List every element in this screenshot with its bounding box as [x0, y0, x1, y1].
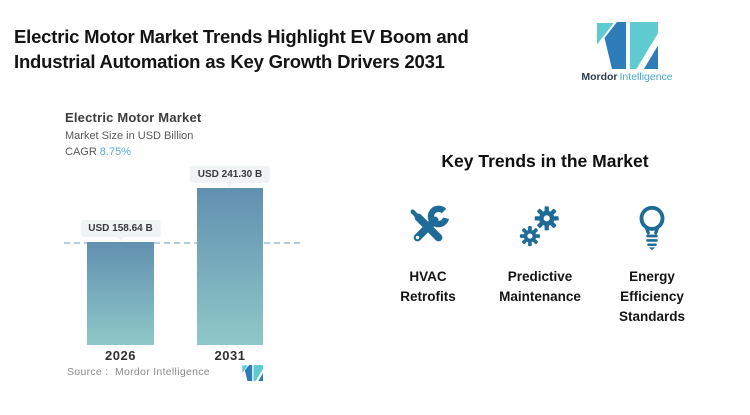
trends-heading: Key Trends in the Market	[441, 151, 649, 171]
page-title-line1: Electric Motor Market Trends Highlight E…	[14, 26, 469, 47]
cagr-row: CAGR 8.75%	[65, 146, 131, 158]
trend-item-energy-efficiency: Energy Efficiency Standards	[596, 204, 708, 327]
gears-icon	[519, 206, 559, 247]
chart-title: Electric Motor Market	[65, 110, 202, 125]
brand-name-bold: Mordor	[581, 71, 618, 83]
page-title: Electric Motor Market Trends Highlight E…	[14, 24, 469, 74]
trend-item-predictive-maintenance: Predictive Maintenance	[484, 204, 596, 327]
brand-name: Mordor Intelligence	[579, 71, 675, 83]
bar-value-label-2031: USD 241.30 B	[189, 166, 271, 187]
brand-name-light: Intelligence	[619, 71, 673, 83]
brand-logo: Mordor Intelligence	[579, 22, 675, 83]
bar-2026	[87, 242, 154, 345]
label-caret-icon	[116, 237, 125, 245]
trend-label-line: Energy	[629, 269, 675, 284]
mordor-logo-icon	[596, 22, 658, 69]
trend-label: Predictive Maintenance	[499, 267, 581, 307]
trends-row: HVAC Retrofits	[372, 204, 708, 327]
bar-value-text-2026: USD 158.64 B	[88, 223, 153, 234]
cagr-value: 8.75%	[99, 146, 131, 158]
trend-label-line: Efficiency	[620, 289, 684, 304]
trend-label-line: Maintenance	[499, 289, 581, 304]
trend-label-line: HVAC	[409, 269, 447, 284]
lightbulb-icon	[639, 205, 665, 250]
trend-item-hvac-retrofits: HVAC Retrofits	[372, 204, 484, 327]
source-logo-icon	[242, 365, 263, 381]
label-caret-icon	[225, 183, 234, 191]
page-title-line2: Industrial Automation as Key Growth Driv…	[14, 51, 445, 72]
x-tick-2031: 2031	[214, 348, 246, 363]
trend-label: HVAC Retrofits	[400, 267, 456, 307]
source-text: Source : Mordor Intelligence	[67, 366, 210, 378]
reference-dashed-line	[64, 242, 300, 244]
trend-label-line: Retrofits	[400, 289, 456, 304]
bar-chart-plot: USD 158.64 B USD 241.30 B 2026 2031	[64, 166, 300, 363]
trend-label-line: Standards	[618, 309, 686, 324]
bar-2031	[197, 188, 263, 345]
bar-value-label-2026: USD 158.64 B	[80, 220, 161, 241]
tools-icon	[410, 204, 451, 242]
trend-label: Energy Efficiency Standards	[619, 267, 685, 327]
bar-value-text-2031: USD 241.30 B	[197, 169, 263, 180]
x-tick-2026: 2026	[105, 348, 136, 363]
cagr-label: CAGR	[65, 146, 97, 158]
chart-subtitle: Market Size in USD Billion	[65, 130, 194, 142]
trend-label-line: Predictive	[507, 269, 573, 284]
